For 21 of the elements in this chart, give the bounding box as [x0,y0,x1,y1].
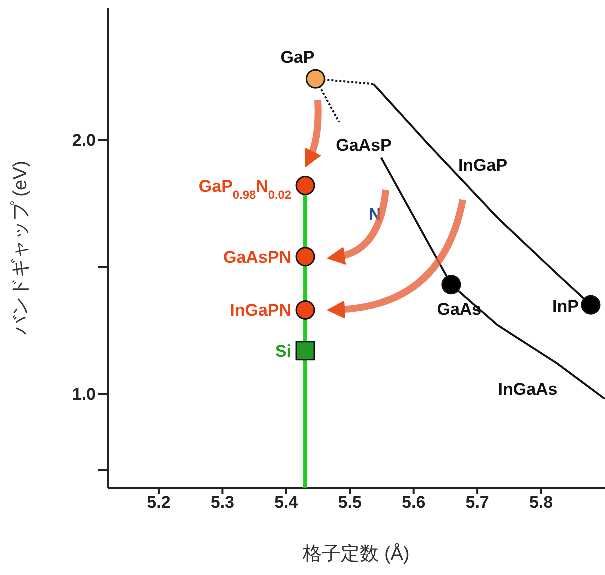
x-tick-label: 5.3 [210,493,235,512]
x-tick-label: 5.2 [147,493,171,512]
annotation: GaAsP [336,136,392,155]
annotation: GaP$_{0.98}$N$_{0.02}$ [198,176,292,202]
annotation: Si [275,342,292,361]
annotation: GaAsPN [223,248,292,267]
x-tick-label: 5.7 [466,493,490,512]
annotation: InGaAs [498,380,558,399]
annotation: GaP [280,48,315,68]
y-axis-title: バンドギャップ (eV) [10,160,32,336]
x-tick-label: 5.6 [402,493,426,512]
y-tick-label: 1.0 [72,385,96,404]
annotation: GaAs [437,300,482,319]
annotation: InGaP [458,156,508,175]
x-tick-label: 5.5 [338,493,362,512]
annotation: InGaPN [230,301,292,320]
y-tick-label: 2.0 [72,131,96,150]
x-tick-label: 5.4 [274,493,299,512]
x-tick-label: 5.8 [529,493,554,512]
x-axis-title: 格子定数 (Å) [302,543,410,565]
annotation: InP [552,297,579,316]
